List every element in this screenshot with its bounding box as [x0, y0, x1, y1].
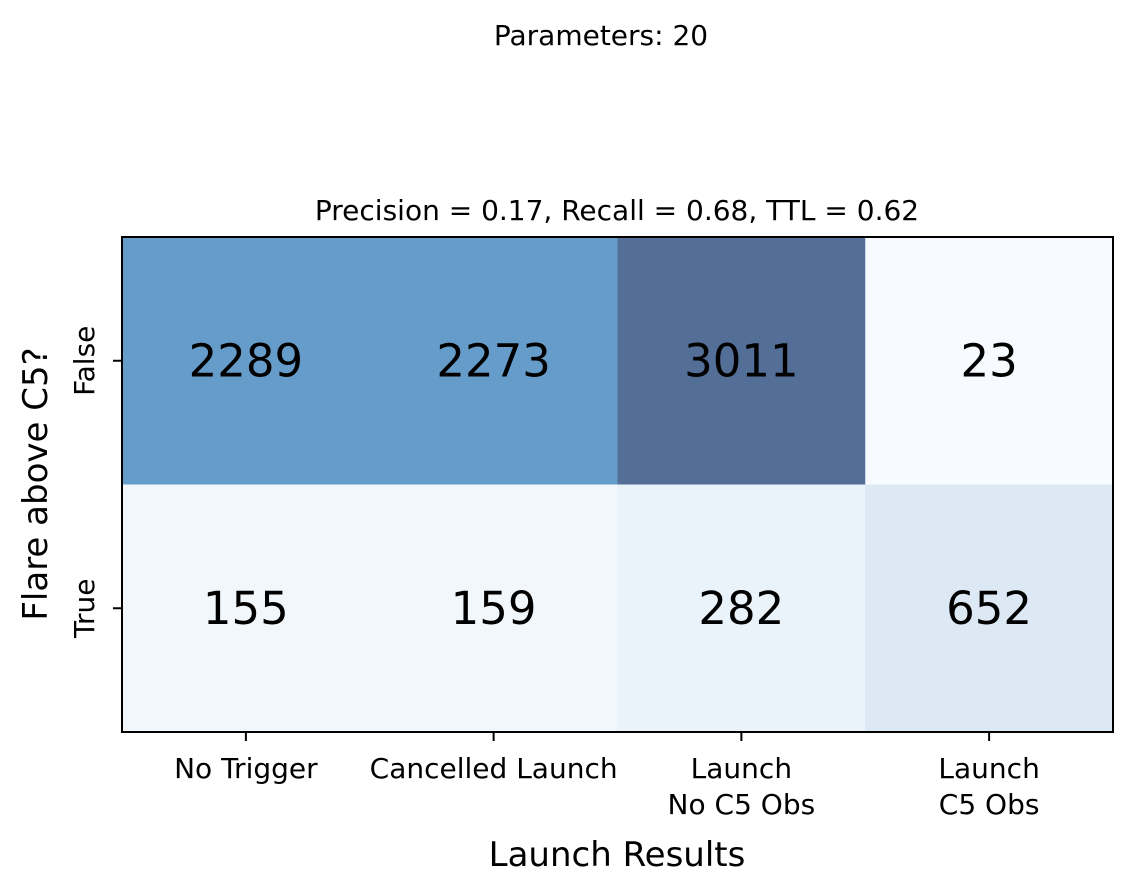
- y-tick-label: False: [68, 326, 101, 396]
- x-axis-label: Launch Results: [489, 835, 746, 875]
- chart-suptitle: Parameters: 20: [494, 19, 708, 52]
- heatmap-cells: [122, 237, 1114, 733]
- x-tick-label: Launch No C5 Obs: [668, 752, 816, 821]
- cell-value-label: 159: [451, 582, 537, 635]
- cell-value-label: 23: [960, 334, 1017, 387]
- chart-title: Precision = 0.17, Recall = 0.68, TTL = 0…: [315, 194, 919, 227]
- cell-value-label: 2289: [189, 334, 304, 387]
- heatmap-cell: [865, 237, 1114, 485]
- y-tick-label: True: [68, 579, 101, 639]
- cell-value-label: 155: [203, 582, 289, 635]
- heatmap-cell: [369, 237, 618, 485]
- x-tick-label: Launch C5 Obs: [938, 752, 1039, 821]
- cell-value-label: 652: [946, 582, 1032, 635]
- heatmap-cell: [369, 484, 618, 733]
- x-tick-label: Cancelled Launch: [370, 752, 618, 785]
- heatmap-cell: [617, 237, 866, 485]
- plot-frame: [121, 236, 1114, 733]
- cell-value-label: 282: [698, 582, 784, 635]
- y-axis-ticks: False True: [68, 326, 122, 639]
- heatmap-cell: [122, 484, 371, 733]
- heatmap-cell: [122, 237, 371, 485]
- cell-value-label: 2273: [436, 334, 551, 387]
- x-axis-ticks: No Trigger Cancelled Launch Launch No C5 Ob…: [174, 732, 1040, 821]
- y-axis-label: Flare above C5?: [16, 347, 56, 620]
- cell-value-label: 3011: [684, 334, 799, 387]
- x-tick-label: No Trigger: [174, 752, 318, 785]
- heatmap-cell: [617, 484, 866, 733]
- heatmap-cell: [865, 484, 1114, 733]
- heatmap-cell-labels: 2289 2273 3011 23 155 159 282 652: [189, 334, 1032, 635]
